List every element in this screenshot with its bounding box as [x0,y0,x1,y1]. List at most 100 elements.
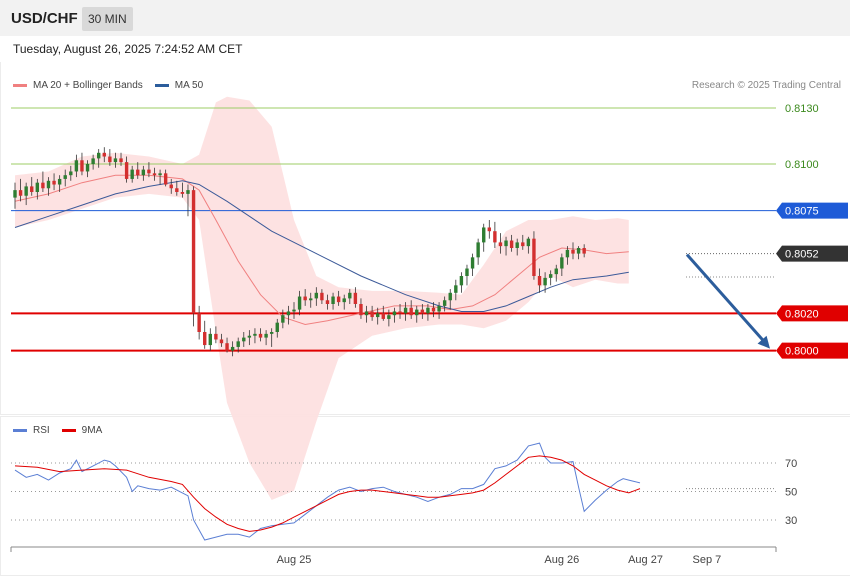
candle-body [309,298,313,301]
candle-body [504,240,508,247]
x-tick-label: Aug 25 [277,554,312,566]
candle-body [269,332,274,334]
candle-body [30,186,34,192]
candle-body [124,162,129,179]
candle-body [353,292,358,304]
candle-body [437,305,441,312]
candle-body [409,307,413,316]
candle-body [526,238,531,247]
candle-body [119,158,123,163]
candle-body [465,268,469,276]
chart-header: USD/CHF 30 MIN [0,0,850,36]
candle-body [442,300,447,306]
level-label-0.8020: 0.8020 [785,308,819,320]
candle-body [57,178,62,185]
candle-body [560,257,564,269]
level-label-0.8075: 0.8075 [785,206,819,218]
rsi-tick-label: 70 [785,458,797,470]
legend-label-9ma: 9MA [81,425,103,436]
forecast-arrow-head [757,335,770,349]
candle-body [426,307,430,314]
candle-body [487,227,491,232]
candle-body [46,180,51,189]
candle-body [521,242,525,247]
candle-body [136,169,140,176]
candle-body [448,292,452,301]
level-label-0.8000: 0.8000 [785,346,819,358]
candle-body [24,186,28,196]
candle-body [565,249,570,258]
candle-body [52,180,56,185]
symbol-title: USD/CHF [11,10,78,27]
candle-body [264,333,268,338]
x-tick-label: Aug 26 [544,554,579,566]
timestamp: Tuesday, August 26, 2025 7:24:52 AM CET [13,42,243,56]
candle-body [191,190,196,314]
candle-body [41,182,45,189]
ma50-line [14,180,629,312]
candle-body [431,307,436,312]
candle-body [175,188,179,192]
price-legend: MA 20 + Bollinger Bands MA 50 [13,80,215,91]
candle-body [13,190,17,198]
candle-body [214,333,218,340]
candle-body [275,322,279,332]
copyright-text: Research © 2025 Trading Central [691,80,841,91]
legend-item-ma50: MA 50 [154,80,203,91]
candle-body [113,158,118,163]
candle-body [169,184,173,189]
candle-body [420,309,425,314]
candle-body [325,300,330,304]
candle-body [97,152,101,159]
candle-body [286,311,291,316]
candle-body [130,169,134,179]
candle-body [108,156,112,163]
candle-body [247,335,252,338]
level-label-0.8130: 0.8130 [785,103,819,115]
candle-body [91,158,95,164]
candle-body [147,169,151,174]
candle-body [63,175,67,179]
candle-body [498,242,503,247]
candle-body [543,277,547,286]
candle-body [141,169,146,176]
x-tick-label: Sep 7 [693,554,722,566]
candle-body [493,231,497,243]
candle-body [230,346,235,351]
candle-body [152,173,157,176]
candle-body [163,173,168,185]
candle-body [398,311,402,314]
legend-swatch-rsi [13,429,27,432]
candle-body [203,332,207,346]
candle-body [186,190,190,194]
legend-swatch-ma20 [13,84,27,87]
level-label-0.8052: 0.8052 [785,249,819,261]
forecast-arrow-shaft [685,253,768,345]
candle-body [197,313,201,332]
level-tag-0.8075 [776,202,848,219]
candle-body [281,315,285,323]
level-tag-0.8020 [776,305,848,322]
candle-body [258,333,263,338]
candle-body [470,257,475,269]
candle-body [376,313,380,318]
legend-swatch-9ma [61,429,76,432]
candle-body [253,333,257,336]
legend-item-ma20: MA 20 + Bollinger Bands [13,80,143,91]
rsi-line [14,442,641,541]
candle-body [554,268,558,275]
candle-body [571,249,575,254]
candle-body [370,311,374,318]
candle-body [303,296,307,301]
candle-body [582,248,586,254]
level-tag-0.8052 [776,245,848,262]
level-label-0.8100: 0.8100 [785,159,819,171]
candle-body [537,276,542,286]
candle-body [392,311,397,316]
candle-body [69,171,73,176]
interval-badge[interactable]: 30 MIN [82,7,133,31]
candle-body [225,343,229,351]
candle-body [336,296,341,303]
candle-body [476,242,480,258]
price-panel [0,62,850,415]
